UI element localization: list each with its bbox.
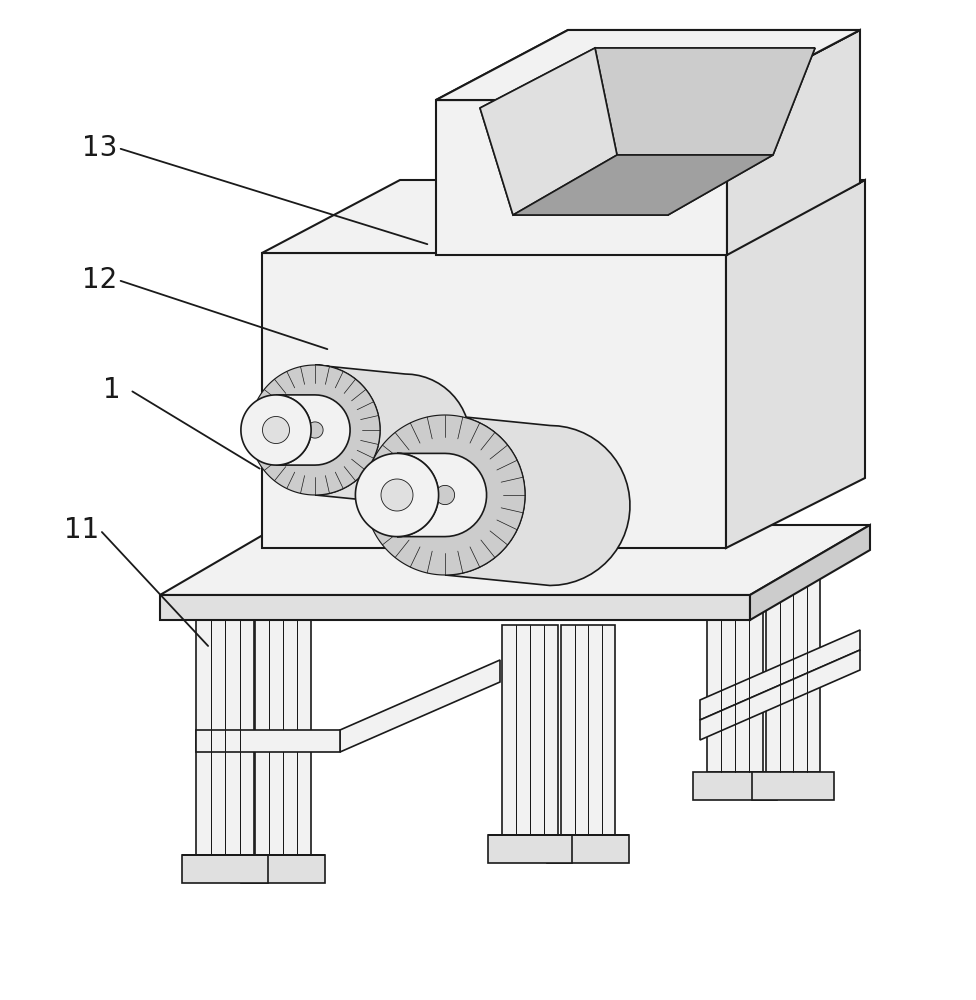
Polygon shape (397, 453, 487, 537)
Polygon shape (750, 525, 870, 620)
Polygon shape (766, 552, 820, 772)
Polygon shape (263, 417, 290, 443)
Polygon shape (196, 620, 254, 855)
Polygon shape (726, 180, 865, 548)
Polygon shape (262, 180, 865, 253)
Polygon shape (276, 395, 350, 465)
Polygon shape (435, 485, 455, 505)
Polygon shape (480, 48, 617, 215)
Text: 13: 13 (82, 134, 118, 162)
Text: 12: 12 (82, 266, 118, 294)
Polygon shape (752, 772, 834, 800)
Polygon shape (561, 625, 615, 835)
Polygon shape (288, 403, 342, 457)
Polygon shape (727, 30, 860, 255)
Polygon shape (445, 415, 630, 585)
Polygon shape (436, 100, 727, 255)
Polygon shape (250, 365, 380, 495)
Polygon shape (160, 525, 870, 595)
Polygon shape (241, 855, 325, 883)
Polygon shape (502, 625, 558, 835)
Polygon shape (547, 835, 629, 863)
Polygon shape (413, 463, 477, 527)
Polygon shape (513, 155, 773, 215)
Polygon shape (480, 48, 815, 108)
Polygon shape (707, 552, 763, 772)
Polygon shape (255, 620, 311, 855)
Text: 1: 1 (103, 376, 121, 404)
Polygon shape (436, 30, 860, 100)
Polygon shape (196, 730, 340, 752)
Polygon shape (306, 422, 323, 438)
Polygon shape (381, 479, 413, 511)
Polygon shape (693, 772, 777, 800)
Polygon shape (700, 630, 860, 720)
Polygon shape (182, 855, 268, 883)
Polygon shape (436, 30, 860, 100)
Polygon shape (488, 835, 572, 863)
Polygon shape (315, 365, 469, 504)
Polygon shape (241, 395, 311, 465)
Polygon shape (700, 650, 860, 740)
Polygon shape (480, 108, 700, 215)
Polygon shape (262, 253, 726, 548)
Polygon shape (365, 415, 525, 575)
Polygon shape (340, 660, 500, 752)
Text: 11: 11 (64, 516, 100, 544)
Polygon shape (355, 453, 438, 537)
Polygon shape (668, 48, 815, 215)
Polygon shape (595, 48, 815, 155)
Polygon shape (160, 595, 750, 620)
